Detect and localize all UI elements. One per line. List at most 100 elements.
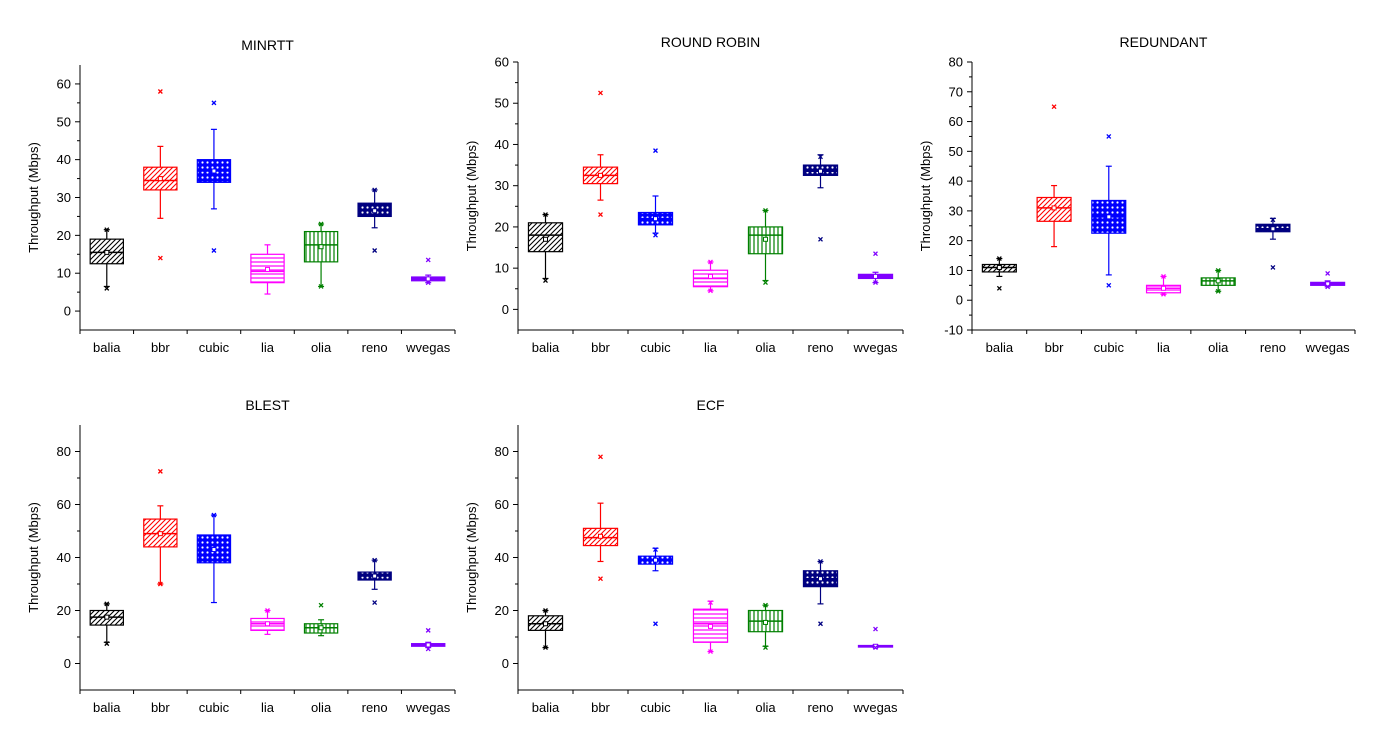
box-cubic bbox=[196, 512, 232, 604]
box-balia bbox=[527, 212, 564, 283]
outlier-marker bbox=[1161, 273, 1166, 279]
outlier-marker bbox=[1215, 288, 1221, 294]
mean-marker bbox=[1270, 226, 1276, 232]
box-reno bbox=[1255, 217, 1291, 270]
outlier-marker bbox=[708, 259, 713, 265]
y-tick-label: 30 bbox=[495, 178, 509, 193]
y-tick-label: 80 bbox=[949, 55, 963, 70]
box-olia bbox=[303, 602, 339, 637]
mean-marker bbox=[1215, 278, 1221, 284]
x-tick-label: bbr bbox=[1045, 340, 1064, 355]
box-bbr bbox=[582, 454, 619, 582]
outlier-marker bbox=[763, 280, 768, 286]
box-wvegas bbox=[1310, 270, 1346, 290]
y-tick-label: 10 bbox=[57, 266, 71, 281]
outlier-marker bbox=[996, 256, 1002, 261]
y-tick-label: 20 bbox=[949, 233, 963, 248]
outlier-marker bbox=[1215, 267, 1221, 273]
mean-marker bbox=[265, 621, 270, 627]
x-tick-label: balia bbox=[93, 340, 121, 355]
mean-marker bbox=[211, 168, 217, 174]
outlier-marker bbox=[372, 557, 378, 563]
mean-marker bbox=[873, 273, 878, 279]
y-tick-label: 0 bbox=[502, 302, 509, 317]
y-axis-title: Throughput (Mbps) bbox=[26, 502, 41, 613]
x-tick-label: balia bbox=[532, 340, 560, 355]
chart-panel-minrtt: 0 10 20 30 40 50 60 balia bbr cubic lia olia reno wve… bbox=[26, 37, 456, 355]
outlier-marker bbox=[818, 154, 823, 160]
y-tick-label: 0 bbox=[64, 656, 71, 671]
y-tick-label: 60 bbox=[57, 76, 71, 91]
box-cubic bbox=[196, 100, 232, 253]
mean-marker bbox=[598, 533, 603, 539]
x-tick-label: cubic bbox=[1094, 340, 1125, 355]
mean-marker bbox=[157, 176, 163, 182]
y-tick-label: 70 bbox=[949, 84, 963, 99]
y-tick-label: 40 bbox=[57, 550, 71, 565]
x-tick-label: reno bbox=[362, 340, 388, 355]
mean-marker bbox=[211, 547, 217, 553]
outlier-marker bbox=[104, 285, 110, 291]
chart-panel-blest: 0 20 40 60 80 balia bbr cubic lia olia reno wvegas B… bbox=[26, 397, 456, 715]
outlier-marker bbox=[157, 255, 163, 261]
outlier-marker bbox=[1051, 104, 1057, 110]
outlier-marker bbox=[425, 257, 431, 263]
x-tick-label: balia bbox=[93, 700, 121, 715]
x-tick-label: cubic bbox=[199, 340, 230, 355]
y-tick-label: 0 bbox=[64, 304, 71, 319]
x-tick-label: olia bbox=[311, 340, 332, 355]
y-tick-label: 50 bbox=[495, 96, 509, 111]
y-tick-label: 80 bbox=[495, 444, 509, 459]
outlier-marker bbox=[265, 608, 270, 613]
x-tick-label: bbr bbox=[151, 700, 170, 715]
box-bbr bbox=[1036, 104, 1072, 248]
outlier-marker bbox=[873, 626, 878, 632]
outlier-marker bbox=[318, 602, 324, 608]
y-tick-label: 30 bbox=[57, 190, 71, 205]
x-tick-label: wvegas bbox=[852, 340, 898, 355]
box-lia bbox=[1145, 273, 1182, 297]
x-tick-label: bbr bbox=[591, 340, 610, 355]
x-tick-label: balia bbox=[986, 340, 1014, 355]
mean-marker bbox=[1325, 281, 1331, 287]
y-axis-title: Throughput (Mbps) bbox=[464, 502, 479, 613]
x-tick-label: bbr bbox=[151, 340, 170, 355]
box-wvegas bbox=[857, 251, 894, 286]
mean-marker bbox=[265, 266, 270, 272]
outlier-marker bbox=[425, 280, 431, 286]
y-tick-label: -10 bbox=[944, 323, 963, 338]
mean-marker bbox=[763, 236, 768, 242]
outlier-marker bbox=[211, 248, 217, 253]
outlier-marker bbox=[1106, 133, 1112, 139]
box-balia bbox=[527, 608, 564, 651]
x-tick-label: cubic bbox=[640, 340, 671, 355]
box-reno bbox=[357, 557, 392, 606]
y-axis-title: Throughput (Mbps) bbox=[26, 142, 41, 253]
x-tick-label: olia bbox=[1208, 340, 1229, 355]
box-cubic bbox=[1091, 133, 1127, 288]
chart-title: ECF bbox=[697, 397, 725, 413]
mean-marker bbox=[318, 244, 324, 250]
box-lia bbox=[250, 608, 285, 635]
outlier-marker bbox=[818, 236, 823, 242]
mean-marker bbox=[543, 621, 548, 627]
box-balia bbox=[89, 601, 124, 647]
outlier-marker bbox=[996, 285, 1002, 291]
y-tick-label: 50 bbox=[949, 144, 963, 159]
outlier-marker bbox=[653, 148, 658, 154]
mean-marker bbox=[543, 236, 548, 242]
y-tick-label: 60 bbox=[57, 497, 71, 512]
outlier-marker bbox=[543, 645, 548, 651]
mean-marker bbox=[653, 216, 658, 222]
x-tick-label: wvegas bbox=[405, 700, 451, 715]
outlier-marker bbox=[104, 601, 110, 607]
x-tick-label: cubic bbox=[199, 700, 230, 715]
outlier-marker bbox=[318, 284, 324, 289]
box-wvegas bbox=[857, 626, 894, 651]
box-cubic bbox=[637, 148, 674, 238]
box-body bbox=[250, 253, 285, 284]
outlier-marker bbox=[104, 641, 110, 647]
y-tick-label: 40 bbox=[57, 152, 71, 167]
box-balia bbox=[981, 256, 1017, 291]
outlier-marker bbox=[653, 547, 658, 553]
